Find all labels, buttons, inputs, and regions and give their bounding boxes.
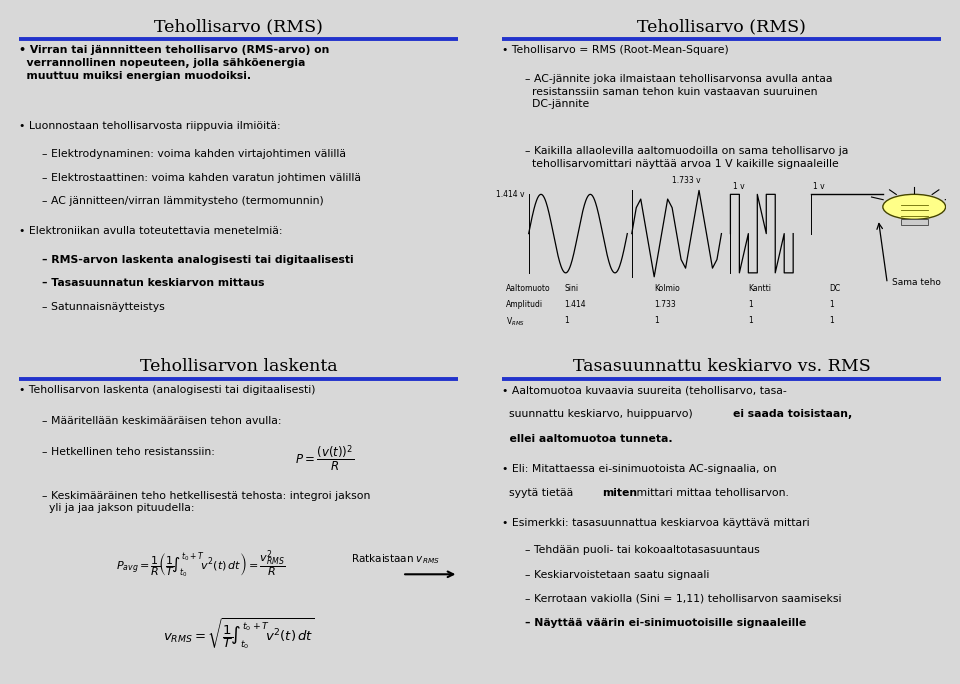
Text: – Keskimääräinen teho hetkellisestä tehosta: integroi jakson
  yli ja jaa jakson: – Keskimääräinen teho hetkellisestä teho… — [42, 490, 371, 513]
Text: • Eli: Mitattaessa ei-sinimuotoista AC-signaalia, on: • Eli: Mitattaessa ei-sinimuotoista AC-s… — [502, 464, 777, 474]
Text: Sama teho: Sama teho — [892, 278, 941, 287]
Text: Aaltomuoto: Aaltomuoto — [506, 284, 551, 293]
Text: – Satunnaisnäytteistys: – Satunnaisnäytteistys — [42, 302, 165, 312]
Text: DC: DC — [829, 284, 840, 293]
Text: 1 v: 1 v — [732, 182, 744, 191]
Text: • Aaltomuotoa kuvaavia suureita (tehollisarvo, tasa-: • Aaltomuotoa kuvaavia suureita (teholli… — [502, 385, 786, 395]
Text: Tehollisarvon laskenta: Tehollisarvon laskenta — [140, 358, 337, 376]
Text: – AC jännitteen/virran lämmitysteho (termomunnin): – AC jännitteen/virran lämmitysteho (ter… — [42, 196, 324, 206]
Text: V$_{RMS}$: V$_{RMS}$ — [506, 316, 525, 328]
Text: • Tehollisarvon laskenta (analogisesti tai digitaalisesti): • Tehollisarvon laskenta (analogisesti t… — [19, 385, 315, 395]
Text: – Näyttää väärin ei-sinimuotoisille signaaleille: – Näyttää väärin ei-sinimuotoisille sign… — [525, 618, 806, 628]
Text: Kantti: Kantti — [749, 284, 771, 293]
Text: 1.414: 1.414 — [564, 300, 587, 308]
Text: – Elektrostaattinen: voima kahden varatun johtimen välillä: – Elektrostaattinen: voima kahden varatu… — [42, 172, 361, 183]
Text: 1.733 v: 1.733 v — [672, 176, 701, 185]
Text: – Elektrodynaminen: voima kahden virtajohtimen välillä: – Elektrodynaminen: voima kahden virtajo… — [42, 149, 347, 159]
Text: miten: miten — [602, 488, 637, 498]
Text: • Luonnostaan tehollisarvosta riippuvia ilmiöitä:: • Luonnostaan tehollisarvosta riippuvia … — [19, 120, 280, 131]
Text: syytä tietää: syytä tietää — [502, 488, 576, 498]
Text: – AC-jännite joka ilmaistaan tehollisarvonsa avulla antaa
  resistanssiin saman : – AC-jännite joka ilmaistaan tehollisarv… — [525, 74, 832, 109]
Text: Amplitudi: Amplitudi — [506, 300, 543, 308]
Text: mittari mittaa tehollisarvon.: mittari mittaa tehollisarvon. — [633, 488, 788, 498]
Text: ellei aaltomuotoa tunneta.: ellei aaltomuotoa tunneta. — [502, 434, 672, 443]
Text: ei saada toisistaan,: ei saada toisistaan, — [733, 410, 852, 419]
Text: $v_{RMS} = \sqrt{\dfrac{1}{T}\!\int_{t_0}^{t_0+T}\!v^2(t)\,dt}$: $v_{RMS} = \sqrt{\dfrac{1}{T}\!\int_{t_0… — [162, 616, 315, 650]
Text: 1: 1 — [749, 300, 753, 308]
Text: – RMS-arvon laskenta analogisesti tai digitaalisesti: – RMS-arvon laskenta analogisesti tai di… — [42, 254, 354, 265]
Text: • Elektroniikan avulla toteutettavia menetelmiä:: • Elektroniikan avulla toteutettavia men… — [19, 226, 282, 236]
Text: 1.733: 1.733 — [654, 300, 676, 308]
Text: – Kerrotaan vakiolla (Sini = 1,11) tehollisarvon saamiseksi: – Kerrotaan vakiolla (Sini = 1,11) tehol… — [525, 594, 842, 604]
Text: 1: 1 — [654, 316, 659, 325]
Text: • Esimerkki: tasasuunnattua keskiarvoa käyttävä mittari: • Esimerkki: tasasuunnattua keskiarvoa k… — [502, 518, 809, 528]
Circle shape — [883, 194, 946, 220]
Text: – Määritellään keskimääräisen tehon avulla:: – Määritellään keskimääräisen tehon avul… — [42, 416, 281, 426]
Text: 1.414 v: 1.414 v — [495, 190, 524, 199]
Text: • Tehollisarvo = RMS (Root-Mean-Square): • Tehollisarvo = RMS (Root-Mean-Square) — [502, 45, 729, 55]
Text: 1: 1 — [829, 316, 834, 325]
Text: Ratkaistaan $v_{RMS}$: Ratkaistaan $v_{RMS}$ — [350, 553, 440, 566]
Text: suunnattu keskiarvo, huippuarvo): suunnattu keskiarvo, huippuarvo) — [502, 410, 696, 419]
Bar — [900, 220, 927, 224]
Text: 1: 1 — [564, 316, 569, 325]
Text: – Hetkellinen teho resistanssiin:: – Hetkellinen teho resistanssiin: — [42, 447, 215, 457]
Text: Tehollisarvo (RMS): Tehollisarvo (RMS) — [155, 18, 323, 36]
Text: – Tasasuunnatun keskiarvon mittaus: – Tasasuunnatun keskiarvon mittaus — [42, 278, 265, 288]
Text: 1: 1 — [749, 316, 753, 325]
Text: Kolmio: Kolmio — [654, 284, 680, 293]
Text: Tehollisarvo (RMS): Tehollisarvo (RMS) — [637, 18, 805, 36]
Text: – Keskiarvoistetaan saatu signaali: – Keskiarvoistetaan saatu signaali — [525, 570, 709, 579]
Text: $P_{avg} = \dfrac{1}{R}\!\left(\dfrac{1}{T}\!\int_{t_0}^{t_0+T}\!v^2(t)\,dt\righ: $P_{avg} = \dfrac{1}{R}\!\left(\dfrac{1}… — [116, 549, 286, 581]
Text: $P = \dfrac{(v(t))^2}{R}$: $P = \dfrac{(v(t))^2}{R}$ — [295, 444, 354, 474]
Text: Sini: Sini — [564, 284, 579, 293]
Text: Tasasuunnattu keskiarvo vs. RMS: Tasasuunnattu keskiarvo vs. RMS — [572, 358, 871, 376]
Text: 1 v: 1 v — [813, 182, 825, 191]
Text: – Kaikilla allaolevilla aaltomuodoilla on sama tehollisarvo ja
  tehollisarvomit: – Kaikilla allaolevilla aaltomuodoilla o… — [525, 146, 849, 169]
Text: • Virran tai jännnitteen tehollisarvo (RMS-arvo) on
  verrannollinen nopeuteen, : • Virran tai jännnitteen tehollisarvo (R… — [19, 45, 329, 81]
Text: 1: 1 — [829, 300, 834, 308]
Text: – Tehdään puoli- tai kokoaaltotasasuuntaus: – Tehdään puoli- tai kokoaaltotasasuunta… — [525, 545, 759, 555]
